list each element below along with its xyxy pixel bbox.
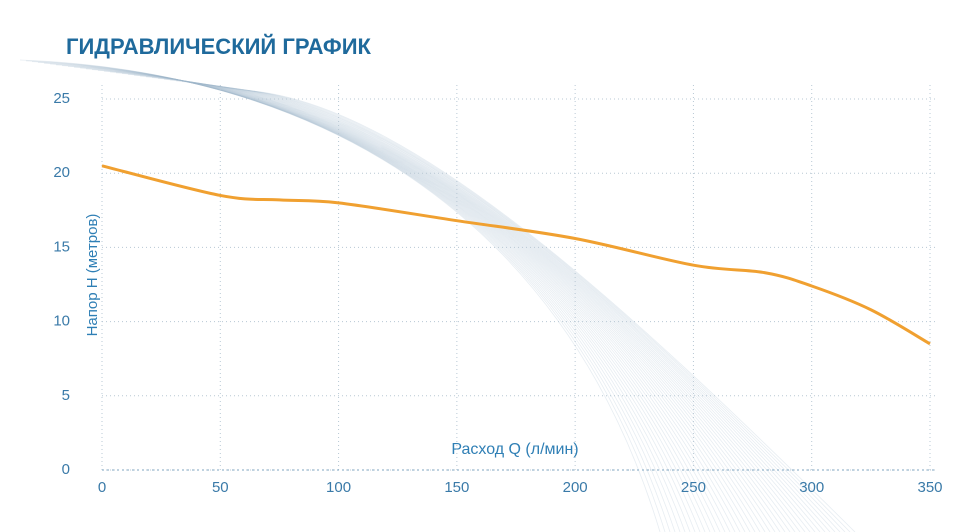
swoosh-line: [181, 81, 796, 532]
swoosh-line: [193, 82, 806, 532]
swoosh-line: [241, 89, 846, 532]
y-tick-label: 15: [53, 238, 70, 255]
y-tick-label: 0: [62, 461, 70, 478]
swoosh-line: [247, 90, 851, 532]
chart-title: ГИДРАВЛИЧЕСКИЙ ГРАФИК: [66, 34, 372, 59]
swoosh-line: [217, 86, 826, 532]
swoosh-line: [43, 62, 681, 532]
x-tick-label: 150: [444, 479, 469, 496]
swoosh-line: [37, 62, 676, 532]
x-tick-label: 300: [799, 479, 824, 496]
y-axis-label: Напор Н (метров): [84, 214, 101, 337]
swoosh-line: [121, 73, 746, 532]
x-tick-label: 350: [917, 479, 942, 496]
y-tick-label: 5: [62, 387, 70, 404]
swoosh-line: [205, 84, 816, 532]
x-tick-label: 0: [98, 479, 106, 496]
swoosh-line: [103, 70, 731, 532]
x-tick-label: 100: [326, 479, 351, 496]
x-axis-label: Расход Q (л/мин): [451, 441, 578, 458]
y-tick-label: 10: [53, 313, 70, 330]
swoosh-line: [55, 64, 691, 532]
swoosh-line: [109, 71, 736, 532]
swoosh-line: [127, 74, 751, 532]
decoration: [19, 59, 856, 532]
swoosh-line: [133, 74, 756, 532]
x-tick-label: 250: [681, 479, 706, 496]
swoosh-line: [145, 76, 766, 532]
swoosh-line: [169, 79, 786, 532]
swoosh-line: [253, 90, 856, 532]
swoosh-line: [79, 67, 711, 532]
swoosh-line: [163, 78, 781, 532]
swoosh-line: [223, 86, 831, 532]
swoosh-line: [187, 82, 801, 532]
swoosh-line: [31, 61, 671, 532]
y-tick-label: 20: [53, 164, 70, 181]
swoosh-line: [25, 60, 666, 532]
data-line: [101, 164, 931, 346]
swoosh-line: [151, 77, 771, 532]
swoosh-line: [115, 72, 741, 532]
swoosh-line: [85, 68, 716, 532]
swoosh-line: [199, 83, 811, 532]
swoosh-line: [139, 75, 761, 532]
x-tick-label: 50: [212, 479, 229, 496]
y-tick-label: 25: [53, 90, 70, 107]
swoosh-line: [175, 80, 791, 532]
swoosh-line: [157, 78, 776, 532]
swoosh-line: [19, 59, 661, 532]
swoosh-line: [211, 85, 821, 532]
swoosh-line: [91, 69, 721, 532]
swoosh-line: [61, 65, 696, 532]
swoosh-line: [67, 66, 701, 532]
swoosh-line: [49, 63, 686, 532]
swoosh-line: [73, 66, 706, 532]
x-tick-label: 200: [563, 479, 588, 496]
swoosh-line: [235, 88, 841, 532]
swoosh-line: [97, 70, 726, 532]
